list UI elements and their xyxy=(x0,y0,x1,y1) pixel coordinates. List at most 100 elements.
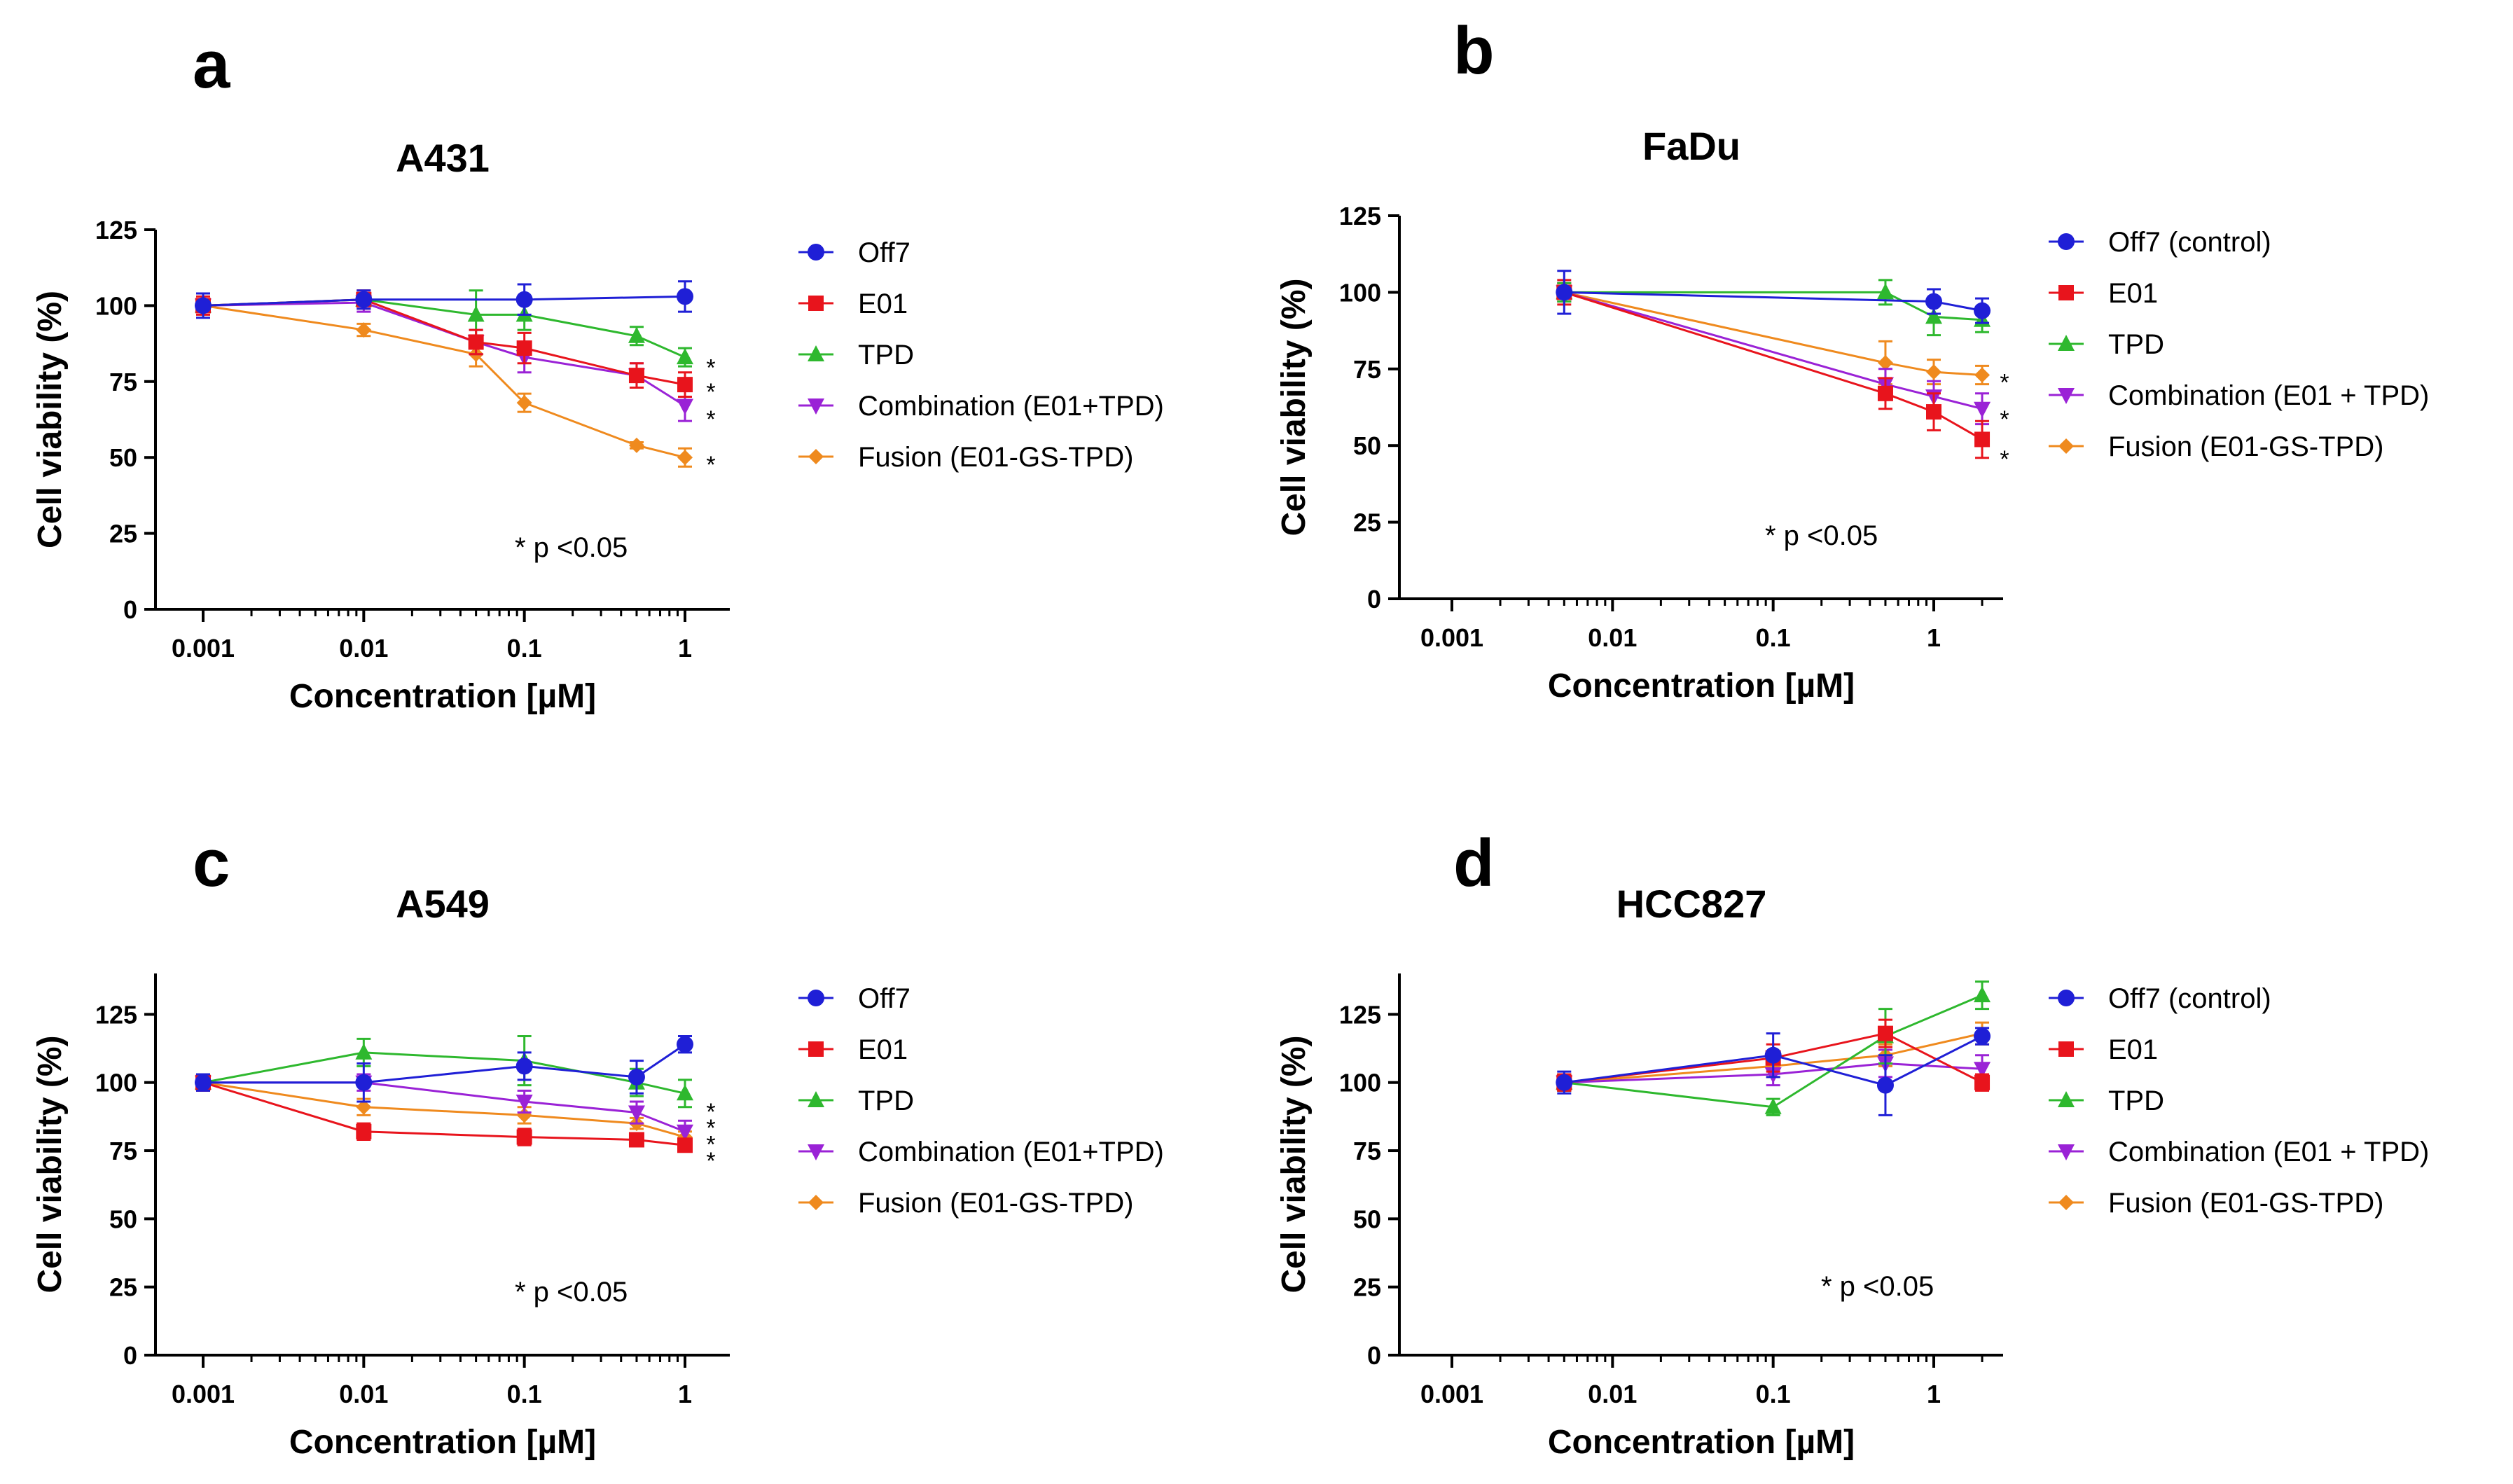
data-point xyxy=(1974,302,1991,319)
y-axis-title: Cell viability (%) xyxy=(32,291,69,548)
legend-label: Fusion (E01-GS-TPD) xyxy=(2108,1188,2383,1219)
y-tick-label: 50 xyxy=(1353,1205,1381,1233)
data-point xyxy=(628,437,644,453)
data-point xyxy=(516,1129,532,1145)
x-tick-label: 0.1 xyxy=(507,634,542,663)
panel-letter: c xyxy=(193,826,230,901)
y-tick-label: 125 xyxy=(95,216,137,244)
data-point xyxy=(1877,385,1893,401)
axes: 0 25 50 75 100 125 0.001 0.01 0.1 1 xyxy=(1339,202,2003,652)
data-point xyxy=(1974,1027,1991,1045)
legend-marker xyxy=(808,345,824,361)
y-tick-label: 0 xyxy=(123,595,137,624)
x-tick-label: 0.001 xyxy=(172,1380,235,1408)
series-line xyxy=(202,295,686,307)
p-value-annotation: * p <0.05 xyxy=(1821,1271,1934,1302)
legend: Off7 (control) E01 TPD Combination (E01 + T… xyxy=(2049,227,2429,462)
significance-star: * xyxy=(2000,446,2009,473)
data-point xyxy=(1876,1076,1894,1094)
legend-marker xyxy=(808,990,824,1006)
series-line xyxy=(202,301,686,407)
data-point xyxy=(355,291,373,308)
data-point xyxy=(677,1084,693,1101)
data-point xyxy=(1926,364,1941,380)
legend-label: E01 xyxy=(2108,278,2158,309)
series-line xyxy=(202,304,686,459)
legend-marker xyxy=(2058,1091,2075,1107)
x-tick-label: 0.001 xyxy=(1420,623,1483,652)
data-point xyxy=(628,368,644,384)
data-point xyxy=(516,395,532,411)
panel-a: a A431 0 25 50 75 100 125 0.001 0.01 0.1 1 Concentra… xyxy=(32,27,1164,715)
legend-label: Fusion (E01-GS-TPD) xyxy=(858,442,1133,473)
data-point xyxy=(1556,284,1573,301)
axes: 0 25 50 75 100 125 0.001 0.01 0.1 1 xyxy=(1339,973,2003,1408)
data-point xyxy=(355,1043,373,1060)
legend-marker xyxy=(808,1091,824,1107)
series-off7 xyxy=(1556,270,1991,324)
series-line xyxy=(1564,994,1983,1109)
panel-letter: b xyxy=(1453,13,1495,88)
legend-marker xyxy=(2058,285,2074,300)
legend-label: TPD xyxy=(2108,329,2164,360)
data-point xyxy=(1974,1074,1991,1090)
data-point xyxy=(195,1074,212,1091)
x-tick-label: 1 xyxy=(678,634,692,663)
series-fusion xyxy=(195,298,693,468)
y-tick-label: 50 xyxy=(109,443,137,472)
data-point xyxy=(1556,1074,1573,1091)
data-point xyxy=(1974,367,1991,383)
x-axis-title: Concentration [µM] xyxy=(289,1424,596,1461)
series-e01 xyxy=(195,1073,693,1153)
data-point xyxy=(677,1137,693,1153)
legend-marker xyxy=(2058,1041,2074,1057)
panel-b: b FaDu 0 25 50 75 100 125 0.001 0.01 0.1 1 Concentra… xyxy=(1275,13,2429,705)
y-tick-label: 0 xyxy=(123,1341,137,1370)
x-tick-label: 1 xyxy=(1927,1380,1941,1408)
data-point xyxy=(195,297,212,314)
data-point xyxy=(628,1105,645,1122)
y-tick-label: 0 xyxy=(1367,585,1381,613)
p-value-annotation: * p <0.05 xyxy=(515,1277,628,1308)
data-point xyxy=(356,1123,372,1139)
y-axis-title: Cell viability (%) xyxy=(1275,1035,1313,1293)
legend-label: E01 xyxy=(858,1034,908,1065)
y-tick-label: 100 xyxy=(1339,1069,1381,1097)
x-tick-label: 0.001 xyxy=(1420,1380,1483,1408)
data-point xyxy=(515,291,533,308)
series-off7 xyxy=(195,1035,693,1103)
x-tick-label: 0.01 xyxy=(339,1380,388,1408)
data-point xyxy=(468,334,484,350)
x-tick-label: 0.1 xyxy=(507,1380,542,1408)
legend-marker xyxy=(808,1144,824,1160)
series-line xyxy=(1564,291,1983,321)
legend-marker xyxy=(2058,438,2074,454)
panel-d: d HCC827 0 25 50 75 100 125 0.001 0.01 0.1 1 Concent… xyxy=(1275,826,2429,1461)
y-tick-label: 75 xyxy=(109,368,137,396)
p-value-annotation: * p <0.05 xyxy=(1765,520,1878,551)
data-point xyxy=(515,1094,533,1111)
legend-label: Combination (E01+TPD) xyxy=(858,1137,1164,1167)
data-point xyxy=(677,450,693,466)
significance-star: * xyxy=(706,406,715,433)
y-tick-label: 100 xyxy=(95,291,137,320)
chart-title: FaDu xyxy=(1642,124,1740,168)
panel-c: c A549 0 25 50 75 100 125 0.001 0.01 0.1 1 Concentra… xyxy=(32,826,1164,1461)
y-tick-label: 125 xyxy=(1339,1000,1381,1029)
data-point xyxy=(516,340,532,356)
y-tick-label: 75 xyxy=(1353,355,1381,384)
legend-label: Off7 xyxy=(858,983,911,1014)
series-line xyxy=(1563,291,1983,410)
x-tick-label: 0.001 xyxy=(172,634,235,663)
significance-star: * xyxy=(706,379,715,405)
series-line xyxy=(1564,1035,1983,1087)
data-point xyxy=(677,288,693,305)
legend: Off7 E01 TPD Combination (E01+TPD) Fusion (E… xyxy=(798,237,1164,473)
data-point xyxy=(677,348,693,365)
series-line xyxy=(1564,1032,1983,1084)
legend-marker xyxy=(808,1041,824,1057)
legend-marker xyxy=(2058,1195,2074,1210)
x-tick-label: 0.1 xyxy=(1756,623,1791,652)
